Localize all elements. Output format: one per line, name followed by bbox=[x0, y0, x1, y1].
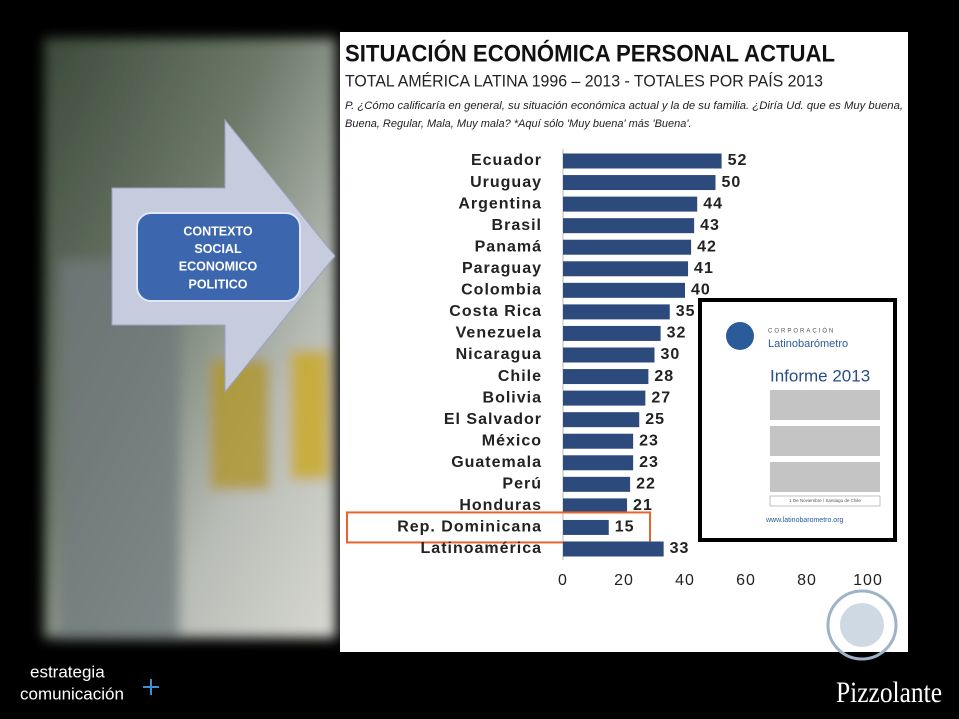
right-logo: Pizzolante bbox=[836, 676, 942, 709]
bar bbox=[563, 175, 716, 191]
report-title: Informe 2013 bbox=[770, 366, 870, 385]
value-label: 22 bbox=[636, 476, 656, 493]
bar bbox=[563, 390, 646, 406]
bar bbox=[563, 282, 685, 298]
report-logo bbox=[726, 322, 754, 350]
report-body bbox=[770, 390, 880, 492]
globe-logo bbox=[826, 589, 898, 661]
report-org-small: CORPORACIÓN bbox=[768, 328, 835, 335]
chart-subtitle: TOTAL AMÉRICA LATINA 1996 – 2013 - TOTAL… bbox=[345, 71, 823, 90]
context-line: SOCIAL bbox=[194, 242, 242, 256]
value-label: 15 bbox=[615, 519, 635, 536]
left-logo-line2: comunicación bbox=[20, 684, 124, 703]
left-logo-line1: estrategia bbox=[30, 662, 105, 681]
photo bbox=[44, 38, 336, 640]
y-tick-label: Ecuador bbox=[471, 152, 542, 169]
y-tick-label: Brasil bbox=[492, 217, 542, 234]
x-tick-label: 0 bbox=[558, 572, 568, 589]
y-tick-label: Perú bbox=[502, 476, 542, 493]
report-date: 1 De Noviembre / Santiago de Chile bbox=[789, 498, 861, 503]
chart-title: SITUACIÓN ECONÓMICA PERSONAL ACTUAL bbox=[345, 39, 835, 67]
bar bbox=[563, 369, 649, 385]
value-label: 28 bbox=[654, 368, 674, 385]
report-org: Latinobarómetro bbox=[768, 338, 848, 350]
value-label: 50 bbox=[722, 174, 742, 191]
value-label: 23 bbox=[639, 454, 659, 471]
context-box bbox=[136, 212, 301, 302]
value-label: 52 bbox=[728, 152, 748, 169]
context-line: CONTEXTO bbox=[183, 224, 252, 238]
y-tick-label: Latinoamérica bbox=[421, 540, 542, 557]
y-tick-label: Venezuela bbox=[456, 325, 542, 342]
left-logo-plus bbox=[143, 679, 159, 695]
value-label: 25 bbox=[645, 411, 665, 428]
value-label: 30 bbox=[661, 346, 681, 363]
bar bbox=[563, 261, 689, 277]
x-tick-label: 20 bbox=[614, 572, 634, 589]
y-tick-label: Uruguay bbox=[470, 174, 542, 191]
y-tick-label: Guatemala bbox=[451, 454, 542, 471]
y-tick-label: Nicaragua bbox=[456, 346, 542, 363]
y-tick-label: Bolivia bbox=[483, 389, 542, 406]
bar bbox=[563, 541, 664, 557]
value-label: 23 bbox=[639, 432, 659, 449]
y-tick-label: Chile bbox=[498, 368, 542, 385]
value-label: 40 bbox=[691, 282, 711, 299]
report-date-box bbox=[769, 495, 881, 507]
bar bbox=[563, 347, 655, 363]
chart: P. ¿Cómo calificaría en general, su situ… bbox=[345, 100, 903, 589]
bar bbox=[563, 325, 661, 341]
question-line: P. ¿Cómo calificaría en general, su situ… bbox=[345, 100, 903, 112]
value-label: 27 bbox=[651, 389, 671, 406]
bar bbox=[563, 433, 634, 449]
bar bbox=[563, 455, 634, 471]
y-tick-label: Paraguay bbox=[462, 260, 542, 277]
y-tick-label: Costa Rica bbox=[449, 303, 542, 320]
question-line: Buena, Regular, Mala, Muy mala? *Aquí só… bbox=[345, 118, 692, 130]
bar bbox=[563, 196, 698, 212]
x-tick-label: 80 bbox=[797, 572, 817, 589]
bar bbox=[563, 519, 609, 535]
context-line: POLITICO bbox=[188, 277, 247, 291]
bar bbox=[563, 304, 670, 320]
value-label: 43 bbox=[700, 217, 720, 234]
x-tick-label: 60 bbox=[736, 572, 756, 589]
value-label: 35 bbox=[676, 303, 696, 320]
context-text: CONTEXTO SOCIAL ECONOMICO POLITICO bbox=[179, 224, 258, 291]
value-label: 21 bbox=[633, 497, 653, 514]
y-tick-label: Colombia bbox=[461, 282, 542, 299]
value-label: 44 bbox=[703, 195, 723, 212]
report-cover: CORPORACIÓN Latinobarómetro Informe 2013… bbox=[698, 298, 897, 542]
value-label: 33 bbox=[670, 540, 690, 557]
x-tick-label: 100 bbox=[853, 572, 883, 589]
y-tick-label: El Salvador bbox=[444, 411, 542, 428]
y-tick-label: Panamá bbox=[475, 238, 542, 255]
x-tick-label: 40 bbox=[675, 572, 695, 589]
y-tick-label: Rep. Dominicana bbox=[397, 519, 542, 536]
bar bbox=[563, 498, 628, 514]
report-url: www.latinobarometro.org bbox=[765, 517, 844, 524]
bar bbox=[563, 239, 692, 255]
highlight-box bbox=[346, 511, 651, 544]
bar bbox=[563, 153, 722, 169]
context-line: ECONOMICO bbox=[179, 260, 258, 274]
y-tick-label: Honduras bbox=[459, 497, 542, 514]
bar bbox=[563, 476, 631, 492]
bar bbox=[563, 412, 640, 428]
y-tick-label: México bbox=[482, 432, 542, 449]
value-label: 41 bbox=[694, 260, 714, 277]
bar bbox=[563, 218, 695, 234]
value-label: 32 bbox=[667, 325, 687, 342]
y-tick-label: Argentina bbox=[458, 195, 542, 212]
value-label: 42 bbox=[697, 238, 717, 255]
